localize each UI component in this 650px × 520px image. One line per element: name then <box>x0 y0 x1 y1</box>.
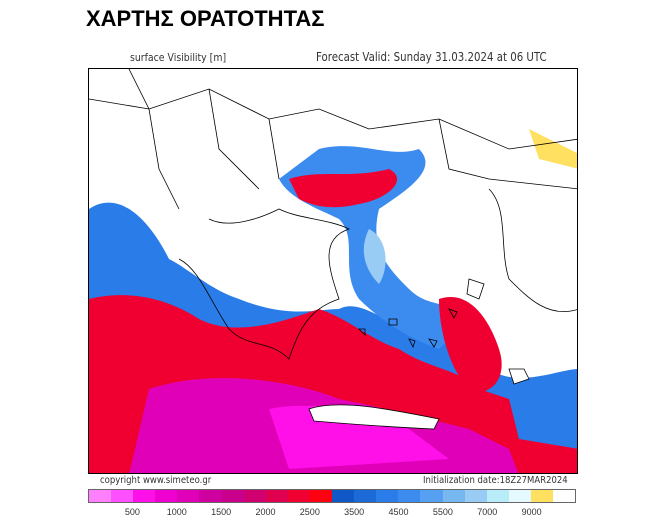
colorbar-segment <box>530 490 553 502</box>
colorbar-label: 5500 <box>432 507 453 517</box>
colorbar-segment <box>552 490 576 502</box>
colorbar-segment <box>420 490 443 502</box>
colorbar-segment <box>508 490 531 502</box>
colorbar-segment <box>133 490 156 502</box>
forecast-valid: Forecast Valid: Sunday 31.03.2024 at 06 … <box>316 50 547 64</box>
initialization-date: Initialization date:18Z27MAR2024 <box>423 475 568 486</box>
colorbar-segment <box>111 490 134 502</box>
colorbar-label: 3500 <box>344 507 365 517</box>
colorbar-label: 2000 <box>255 507 276 517</box>
visibility-map <box>88 68 578 474</box>
colorbar-segment <box>309 490 333 502</box>
colorbar-label: 500 <box>124 507 140 517</box>
colorbar-segment <box>287 490 310 502</box>
colorbar <box>88 489 576 503</box>
colorbar-label: 2500 <box>299 507 320 517</box>
colorbar-segment <box>464 490 487 502</box>
colorbar-segment <box>243 490 266 502</box>
colorbar-segment <box>89 490 112 502</box>
colorbar-segment <box>265 490 288 502</box>
colorbar-segment <box>354 490 377 502</box>
colorbar-segment <box>376 490 399 502</box>
colorbar-segment <box>486 490 509 502</box>
colorbar-segment <box>442 490 465 502</box>
copyright: copyright www.simeteo.gr <box>100 475 212 486</box>
colorbar-segment <box>155 490 178 502</box>
colorbar-label: 4500 <box>388 507 409 517</box>
colorbar-segment <box>221 490 244 502</box>
coastlines-borders <box>89 69 577 430</box>
colorbar-label: 1500 <box>211 507 232 517</box>
colorbar-segment <box>332 490 355 502</box>
visibility-field <box>89 129 577 473</box>
field-label: surface Visibility [m] <box>130 51 227 64</box>
colorbar-label: 9000 <box>521 507 542 517</box>
colorbar-segment <box>199 490 222 502</box>
colorbar-segment <box>177 490 200 502</box>
page-title: ΧΑΡΤΗΣ ΟΡΑΤΟΤΗΤΑΣ <box>86 6 325 31</box>
colorbar-segment <box>398 490 421 502</box>
colorbar-label: 7000 <box>477 507 498 517</box>
colorbar-label: 1000 <box>166 507 187 517</box>
